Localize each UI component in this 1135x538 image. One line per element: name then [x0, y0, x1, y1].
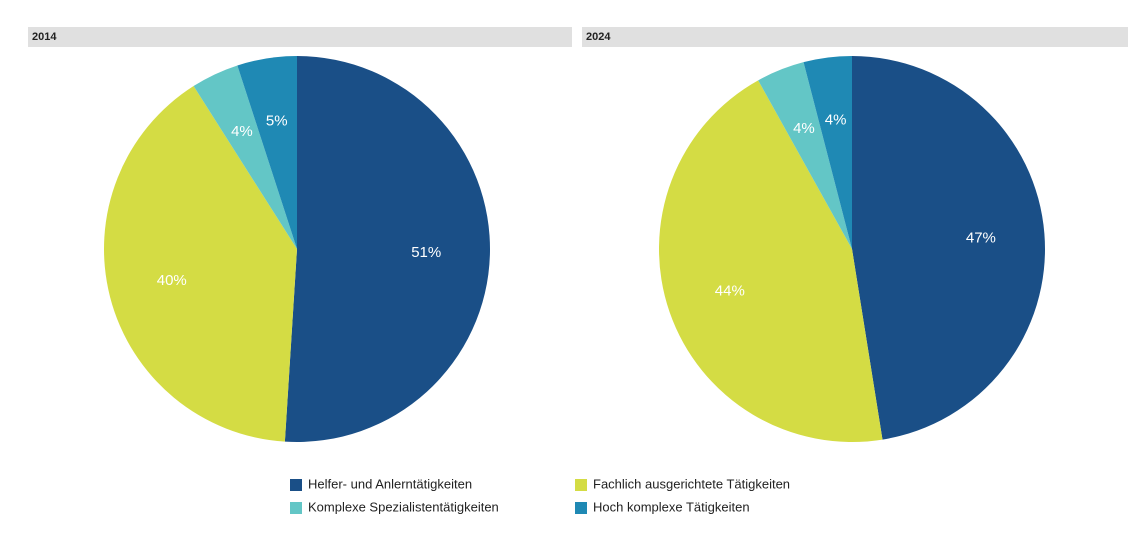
- legend-swatch: [290, 479, 302, 491]
- value-label: 4%: [825, 112, 847, 129]
- value-label: 47%: [966, 230, 996, 247]
- value-label: 40%: [157, 272, 187, 289]
- pie-slice: [103, 86, 298, 442]
- legend-label: Komplexe Spezialistentätigkeiten: [308, 499, 499, 514]
- pie-slice: [659, 80, 883, 443]
- chart-title: 2024: [586, 31, 611, 43]
- legend-swatch: [575, 502, 587, 514]
- pie-slice: [193, 65, 297, 249]
- title-bar: [28, 27, 572, 47]
- pie-slice: [852, 56, 1045, 440]
- pie-slice: [237, 56, 297, 249]
- value-label: 4%: [793, 120, 815, 137]
- value-label: 51%: [411, 244, 441, 261]
- legend-label: Helfer- und Anlerntätigkeiten: [308, 476, 472, 491]
- value-label: 4%: [231, 123, 253, 140]
- legend-swatch: [290, 502, 302, 514]
- chart-title: 2014: [32, 31, 57, 43]
- title-bar: [582, 27, 1128, 47]
- legend-swatch: [575, 479, 587, 491]
- pie-slice: [758, 62, 852, 250]
- legend-label: Fachlich ausgerichtete Tätigkeiten: [593, 476, 790, 491]
- value-label: 5%: [266, 112, 288, 129]
- pie-slice: [284, 56, 490, 442]
- legend-label: Hoch komplexe Tätigkeiten: [593, 499, 750, 514]
- value-label: 44%: [715, 282, 745, 299]
- pie-slice: [803, 56, 852, 249]
